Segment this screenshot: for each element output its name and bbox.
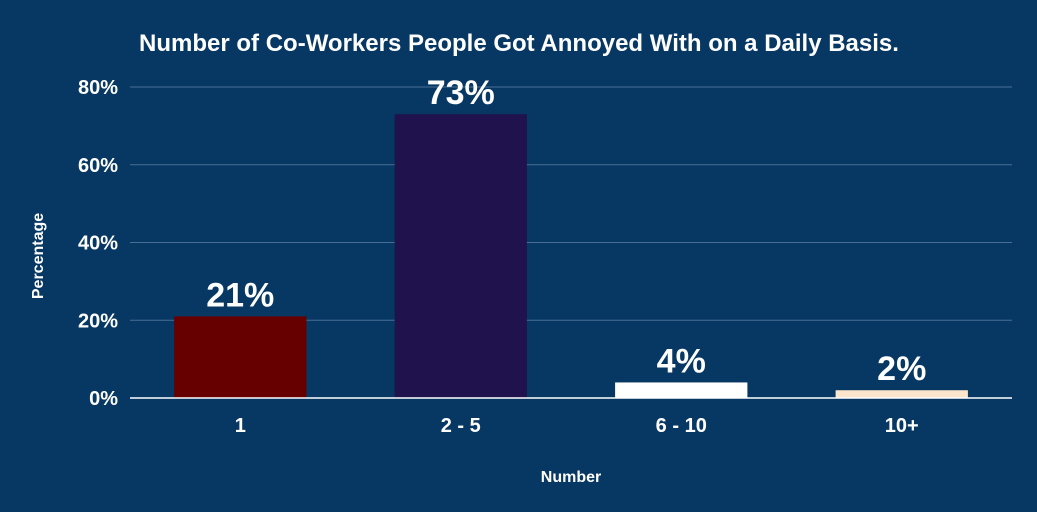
bar-value-label: 4% [657, 342, 706, 380]
x-tick-label: 10+ [885, 415, 919, 437]
bar [394, 114, 527, 399]
gridlines [130, 86, 1012, 321]
data-labels: 21% 73% 4% 2% [206, 74, 926, 388]
x-axis-ticks: 1 2 - 5 6 - 10 10+ [235, 415, 919, 437]
x-tick-label: 2 - 5 [441, 415, 481, 437]
bar [615, 382, 748, 398]
y-axis-ticks: 0% 20% 40% 60% 80% [78, 77, 118, 410]
chart-title: Number of Co-Workers People Got Annoyed … [139, 30, 899, 57]
y-axis-title: Percentage [30, 213, 47, 299]
bar-value-label: 2% [877, 350, 926, 388]
x-tick-label: 6 - 10 [656, 415, 707, 437]
bar [174, 316, 307, 398]
y-tick-label: 80% [78, 77, 118, 99]
y-tick-label: 40% [78, 233, 118, 255]
bar-value-label: 21% [206, 276, 274, 314]
x-tick-label: 1 [235, 415, 246, 437]
bars [174, 114, 968, 399]
y-tick-label: 0% [89, 388, 118, 410]
y-tick-label: 20% [78, 310, 118, 332]
x-axis-title: Number [541, 469, 601, 486]
bar-value-label: 73% [427, 74, 495, 112]
y-tick-label: 60% [78, 155, 118, 177]
bar [835, 390, 968, 398]
